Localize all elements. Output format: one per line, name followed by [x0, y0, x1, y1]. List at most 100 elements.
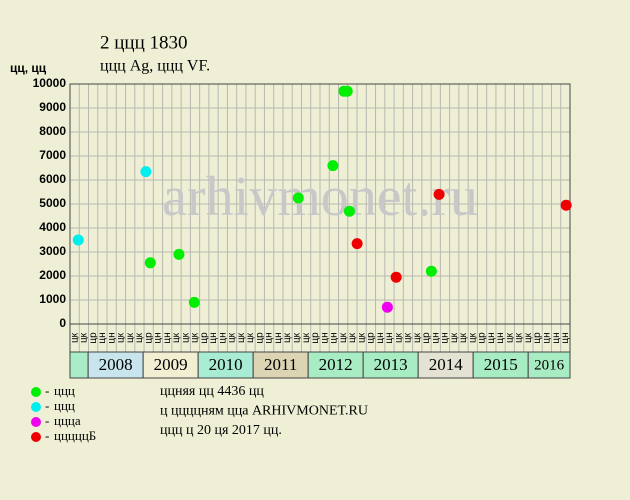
month-label: цн — [273, 332, 284, 343]
month-label: цр — [310, 332, 321, 344]
month-label: цк — [347, 332, 358, 343]
month-label: цк — [236, 332, 247, 343]
month-label: цк — [393, 332, 404, 343]
month-label: цк — [69, 332, 80, 343]
point — [292, 192, 304, 204]
month-label: цн — [162, 332, 173, 343]
month-label: цк — [301, 332, 312, 343]
month-label: цн — [217, 332, 228, 343]
month-label: цр — [366, 332, 377, 344]
y-tick-label: 2000 — [39, 268, 66, 282]
month-label: цн — [319, 332, 330, 343]
y-tick-label: 5000 — [39, 196, 66, 210]
y-tick-label: 4000 — [39, 220, 66, 234]
month-label: цн — [106, 332, 117, 343]
legend-dash: - — [45, 383, 49, 398]
month-label: цр — [143, 332, 154, 344]
month-label: цр — [88, 332, 99, 344]
month-label: цк — [523, 332, 534, 343]
month-label: цк — [458, 332, 469, 343]
month-label: цк — [180, 332, 191, 343]
month-label: цк — [504, 332, 515, 343]
month-label: цк — [134, 332, 145, 343]
x-tick-label: 2010 — [209, 355, 243, 374]
chart-subtitle: ццц Ag, ццц VF. — [100, 58, 210, 75]
legend-dash: - — [45, 398, 49, 413]
legend-marker — [31, 432, 41, 442]
month-label: цк — [227, 332, 238, 343]
year-band — [197, 351, 254, 379]
month-label: цн — [486, 332, 497, 343]
legend-marker — [31, 402, 41, 412]
note: ццц ц 20 ця 2017 цц. — [160, 423, 282, 438]
month-label: цн — [153, 332, 164, 343]
x-tick-label: 2012 — [319, 355, 353, 374]
month-label: цн — [375, 332, 386, 343]
month-label: цн — [560, 332, 571, 343]
point — [343, 205, 355, 217]
legend-label: ццца — [54, 413, 81, 428]
month-label: цн — [551, 332, 562, 343]
x-tick-label: 2016 — [534, 357, 565, 373]
month-label: цк — [116, 332, 127, 343]
point — [188, 296, 200, 308]
month-label: цр — [199, 332, 210, 344]
legend-dash: - — [45, 428, 49, 443]
y-tick-label: 7000 — [39, 148, 66, 162]
x-tick-label: 2014 — [429, 355, 464, 374]
point — [351, 238, 363, 250]
month-label: цк — [449, 332, 460, 343]
month-label: цк — [338, 332, 349, 343]
y-tick-label: 6000 — [39, 172, 66, 186]
month-label: цр — [254, 332, 265, 344]
legend-marker — [31, 387, 41, 397]
point — [173, 248, 185, 260]
point — [144, 257, 156, 269]
month-label: цн — [384, 332, 395, 343]
month-label: цк — [412, 332, 423, 343]
year-band — [417, 351, 474, 379]
month-label: цк — [79, 332, 90, 343]
month-label: цк — [403, 332, 414, 343]
point — [425, 265, 437, 277]
watermark: arhivmonet.ru — [162, 166, 478, 228]
y-tick-label: 0 — [59, 316, 66, 330]
y-tick-label: 1000 — [39, 292, 66, 306]
month-label: цк — [245, 332, 256, 343]
month-label: цн — [430, 332, 441, 343]
month-label: цк — [171, 332, 182, 343]
point — [140, 166, 152, 178]
month-label: цр — [477, 332, 488, 344]
grid: 2008 2009 2010 2011 2012 2013 2014 2015 2016цкцк… — [33, 76, 571, 379]
note: ц ццццням цца ARHIVMONET.RU — [160, 404, 368, 419]
year-band — [527, 351, 571, 379]
point — [341, 85, 353, 97]
month-label: цн — [495, 332, 506, 343]
chart-title: 2 ццц 1830 — [100, 32, 188, 53]
y-tick-label: 9000 — [39, 100, 66, 114]
point — [433, 188, 445, 200]
point — [381, 301, 393, 313]
month-label: цн — [208, 332, 219, 343]
y-tick-label: 10000 — [33, 76, 67, 90]
note: ццняя цц 4436 цц — [160, 384, 264, 399]
point — [72, 234, 84, 246]
month-label: цр — [532, 332, 543, 344]
month-label: цк — [282, 332, 293, 343]
year-band — [87, 351, 144, 379]
month-label: цр — [421, 332, 432, 344]
month-label: цн — [440, 332, 451, 343]
legend-label: ццц — [54, 383, 75, 398]
month-label: цк — [514, 332, 525, 343]
month-label: цн — [97, 332, 108, 343]
x-tick-label: 2013 — [374, 355, 408, 374]
month-label: цн — [329, 332, 340, 343]
legend-dash: - — [45, 413, 49, 428]
y-tick-label: 3000 — [39, 244, 66, 258]
point — [327, 160, 339, 172]
month-label: цк — [467, 332, 478, 343]
point — [560, 199, 572, 211]
x-tick-label: 2008 — [99, 355, 133, 374]
